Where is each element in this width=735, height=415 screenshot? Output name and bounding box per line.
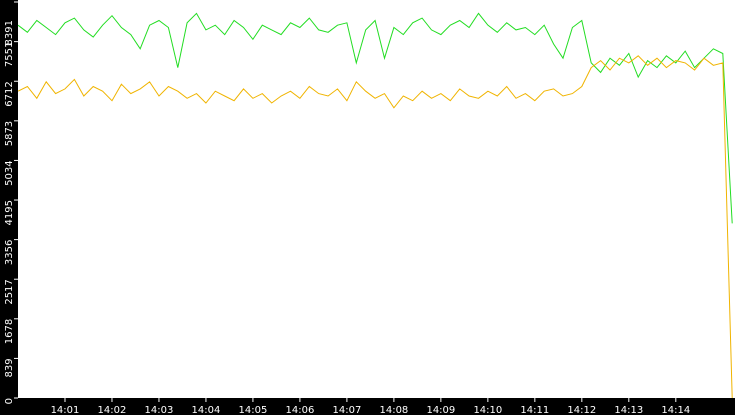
x-tick-label: 14:12 [567, 405, 596, 415]
x-tick-label: 14:04 [192, 405, 221, 415]
y-tick-label: 1678 [4, 319, 15, 344]
y-tick-label: 4195 [4, 200, 15, 225]
x-tick-label: 14:10 [473, 405, 502, 415]
x-tick-label: 14:06 [285, 405, 314, 415]
x-tick-label: 14:09 [426, 405, 455, 415]
series-line [17, 55, 733, 399]
y-tick-label: 6712 [4, 81, 15, 106]
y-tick-label: 8391 [4, 20, 15, 45]
x-tick-label: 14:14 [661, 405, 690, 415]
x-tick-label: 14:13 [614, 405, 643, 415]
x-tick-label: 14:11 [520, 405, 549, 415]
x-tick-label: 14:07 [332, 405, 361, 415]
x-tick-label: 14:03 [145, 405, 174, 415]
x-tick-label: 14:08 [379, 405, 408, 415]
x-tick-label: 14:05 [239, 405, 268, 415]
y-tick-label: 2517 [4, 279, 15, 304]
plot-area [18, 0, 735, 398]
x-tick-label: 14:01 [51, 405, 80, 415]
y-tick-label: 0 [4, 398, 15, 404]
series-line [17, 12, 733, 224]
y-tick-label: 5034 [4, 160, 15, 185]
y-tick-label: 7551 [4, 42, 15, 67]
y-tick-label: 839 [4, 358, 15, 377]
x-tick-label: 14:02 [98, 405, 127, 415]
y-tick-label: 3356 [4, 240, 15, 265]
y-tick-label: 5873 [4, 121, 15, 146]
